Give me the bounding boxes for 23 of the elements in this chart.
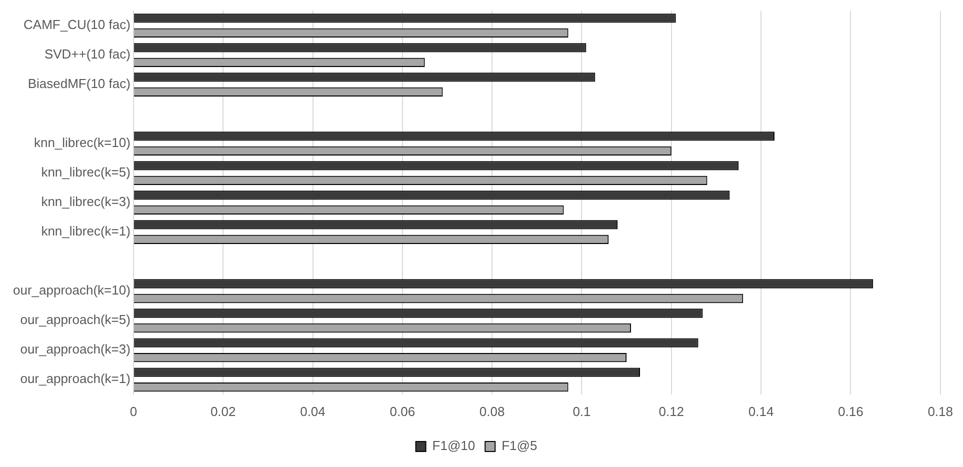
x-tick-label: 0.16 [838, 404, 864, 419]
legend-label: F1@10 [432, 438, 476, 454]
x-tick-label: 0 [130, 404, 138, 419]
y-tick-label: BiasedMF(10 fac) [28, 76, 130, 92]
x-tick-label: 0.1 [572, 404, 591, 419]
y-tick-label: knn_librec(k=10) [34, 135, 130, 150]
x-tick-label: 0.18 [928, 404, 954, 419]
x-tick-label: 0.08 [479, 404, 505, 419]
legend-label: F1@5 [502, 438, 538, 454]
x-tick-label: 0.02 [210, 404, 236, 419]
y-tick-label: knn_librec(k=3) [41, 194, 130, 210]
x-tick-label: 0.14 [748, 404, 774, 419]
x-tick-label: 0.04 [300, 404, 326, 419]
y-tick-label: our_approach(k=1) [20, 371, 130, 386]
y-tick-label: CAMF_CU(10 fac) [24, 17, 130, 32]
y-tick-label: SVD++(10 fac) [44, 46, 130, 62]
y-tick-label: our_approach(k=10) [12, 282, 130, 298]
y-tick-label: knn_librec(k=1) [41, 224, 130, 239]
x-tick-label: 0.06 [390, 404, 416, 419]
x-tick-label: 0.12 [658, 404, 684, 419]
y-tick-label: our_approach(k=3) [20, 342, 130, 357]
y-tick-label: our_approach(k=5) [20, 312, 130, 328]
y-tick-label: knn_librec(k=5) [41, 164, 130, 180]
